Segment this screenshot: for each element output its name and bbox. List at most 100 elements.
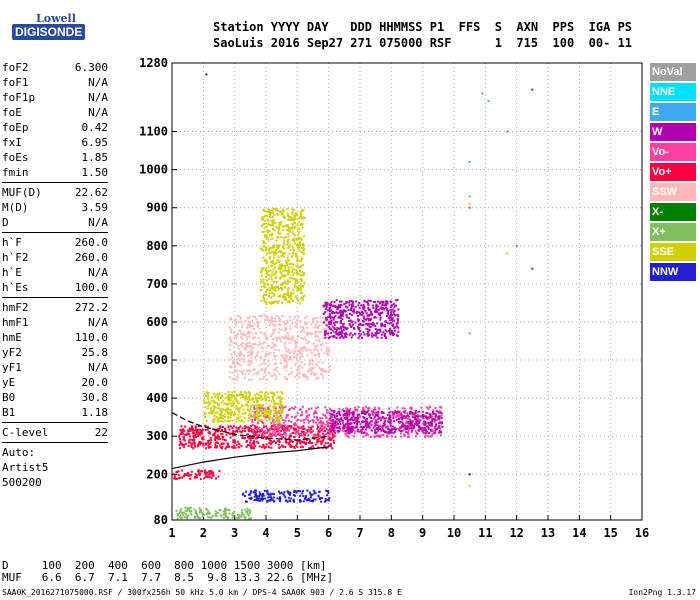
echo-dot: [198, 441, 201, 443]
echo-dot: [249, 315, 251, 318]
x-tick-label: 4: [262, 526, 269, 540]
echo-dot: [363, 300, 366, 303]
echo-dot: [330, 426, 333, 429]
echo-dot: [346, 434, 349, 437]
echo-dot: [277, 210, 280, 213]
echo-dot: [248, 317, 251, 320]
echo-dot: [243, 376, 246, 379]
echo-dot: [320, 436, 323, 439]
echo-dot: [336, 329, 338, 331]
echo-dot: [340, 300, 343, 303]
echo-dot: [245, 392, 248, 395]
echo-dot: [380, 411, 383, 414]
echo-dot: [345, 425, 348, 428]
echo-dot: [337, 431, 340, 434]
echo-dot: [293, 491, 296, 493]
echo-dot: [264, 215, 267, 218]
echo-dot: [256, 409, 258, 412]
echo-dot: [324, 336, 327, 339]
echo-dot: [361, 324, 364, 326]
isolated-echo-point: [468, 206, 471, 209]
echo-dot: [385, 336, 387, 339]
echo-dot: [393, 412, 395, 415]
echo-dot: [279, 263, 282, 266]
param-value: N/A: [88, 76, 108, 89]
echo-dot: [179, 515, 182, 518]
echo-dot: [204, 443, 207, 446]
echo-dot: [272, 329, 275, 331]
echo-dot: [363, 333, 366, 336]
echo-dot: [236, 376, 239, 378]
echo-dot: [232, 360, 235, 363]
x-tick-label: 1: [168, 526, 175, 540]
echo-dot: [387, 432, 390, 435]
echo-dot: [202, 442, 205, 445]
echo-dot: [350, 313, 353, 316]
echo-dot: [303, 217, 306, 219]
echo-dot: [324, 442, 327, 445]
echo-dot: [285, 366, 288, 369]
echo-dot: [364, 428, 367, 431]
echo-dot: [255, 407, 258, 410]
echo-dot: [261, 499, 264, 502]
echo-dot: [262, 497, 265, 500]
echo-dot: [321, 377, 324, 379]
echo-dot: [234, 398, 237, 401]
echo-dot: [357, 429, 360, 432]
echo-dot: [248, 396, 251, 399]
echo-dot: [288, 435, 291, 437]
echo-dot: [268, 230, 271, 233]
params-group-4: hmF2 272.2 hmF1 N/A hmE 110.0 yF2 25.8 yF1 N/A yE 2…: [2, 300, 108, 420]
echo-dot: [296, 258, 299, 261]
echo-dot: [261, 224, 264, 227]
echo-dot: [393, 420, 396, 423]
echo-dot: [318, 324, 321, 327]
echo-dot: [328, 309, 331, 312]
echo-dot: [389, 414, 391, 417]
echo-dot: [396, 299, 399, 302]
echo-dot: [284, 441, 287, 444]
echo-dot: [339, 315, 342, 317]
echo-dot: [299, 326, 302, 329]
echo-dot: [384, 304, 387, 307]
echo-dot: [196, 516, 199, 519]
echo-dot: [248, 430, 251, 433]
echo-dot: [308, 360, 311, 363]
echo-dot: [253, 443, 256, 446]
echo-dot: [187, 429, 190, 432]
echo-dot: [248, 326, 251, 329]
echo-dot: [251, 447, 254, 450]
echo-dot: [291, 339, 293, 342]
echo-dot: [261, 412, 264, 415]
echo-dot: [244, 429, 246, 432]
echo-dot: [293, 221, 296, 224]
echo-dot: [383, 417, 386, 420]
echo-dot: [328, 365, 331, 367]
echo-dot: [182, 438, 185, 441]
echo-dot: [369, 313, 372, 316]
param-value: 260.0: [74, 236, 108, 249]
echo-dot: [250, 444, 253, 447]
echo-dot: [345, 336, 348, 339]
echo-dot: [196, 476, 198, 479]
echo-dot: [306, 326, 308, 329]
echo-dot: [364, 420, 367, 423]
echo-dot: [261, 411, 263, 414]
echo-dot: [208, 442, 211, 445]
echo-dot: [229, 414, 232, 416]
echo-dot: [283, 343, 286, 345]
echo-dot: [249, 352, 252, 355]
echo-dot: [341, 329, 343, 332]
echo-dot: [179, 438, 182, 440]
echo-dot: [264, 314, 266, 317]
echo-dot: [232, 425, 235, 428]
echo-dot: [352, 323, 354, 326]
param-value: N/A: [88, 316, 108, 329]
echo-dot: [243, 508, 246, 511]
echo-dot: [356, 311, 359, 314]
param-value: 22: [94, 426, 108, 439]
echo-dot: [231, 371, 234, 374]
echo-dot: [297, 349, 299, 352]
echo-dot: [369, 319, 372, 322]
echo-dot: [193, 442, 196, 445]
